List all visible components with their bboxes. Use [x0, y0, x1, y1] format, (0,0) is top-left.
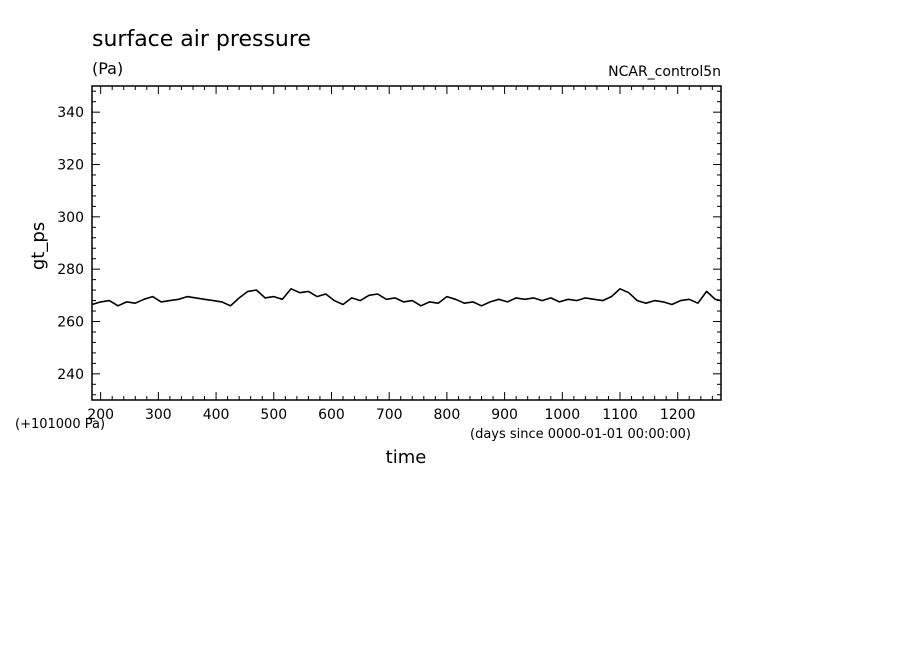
tick-labels: 200 300 400 500 600 700 800 900 1000 1100 1200 240 2… — [57, 105, 695, 423]
y-tick-label: 260 — [57, 315, 84, 331]
x-units-label: (days since 0000-01-01 00:00:00) — [470, 427, 691, 442]
x-tick-label: 400 — [203, 407, 230, 423]
y-tick-label: 280 — [57, 262, 84, 278]
chart-title: surface air pressure — [92, 27, 311, 52]
x-tick-label: 300 — [145, 407, 172, 423]
x-tick-label: 700 — [376, 407, 403, 423]
y-tick-label: 240 — [57, 367, 84, 383]
y-tick-label: 320 — [57, 158, 84, 174]
x-tick-label: 1100 — [602, 407, 638, 423]
x-tick-label: 1000 — [544, 407, 580, 423]
x-tick-label: 600 — [318, 407, 345, 423]
y-offset-label: (+101000 Pa) — [15, 417, 105, 432]
y-tick-label: 340 — [57, 105, 84, 121]
x-tick-label: 200 — [87, 407, 114, 423]
y-axis-label: gt_ps — [28, 222, 49, 270]
y-tick-label: 300 — [57, 210, 84, 226]
x-tick-label: 800 — [434, 407, 461, 423]
x-axis-label: time — [386, 447, 427, 468]
series-line — [91, 288, 722, 307]
units-label: (Pa) — [92, 59, 123, 78]
x-tick-label: 1200 — [660, 407, 696, 423]
experiment-label: NCAR_control5n — [608, 64, 721, 80]
x-tick-label: 500 — [260, 407, 287, 423]
plot-frame — [91, 85, 722, 401]
x-tick-label: 900 — [491, 407, 518, 423]
axis-ticks — [92, 86, 721, 400]
